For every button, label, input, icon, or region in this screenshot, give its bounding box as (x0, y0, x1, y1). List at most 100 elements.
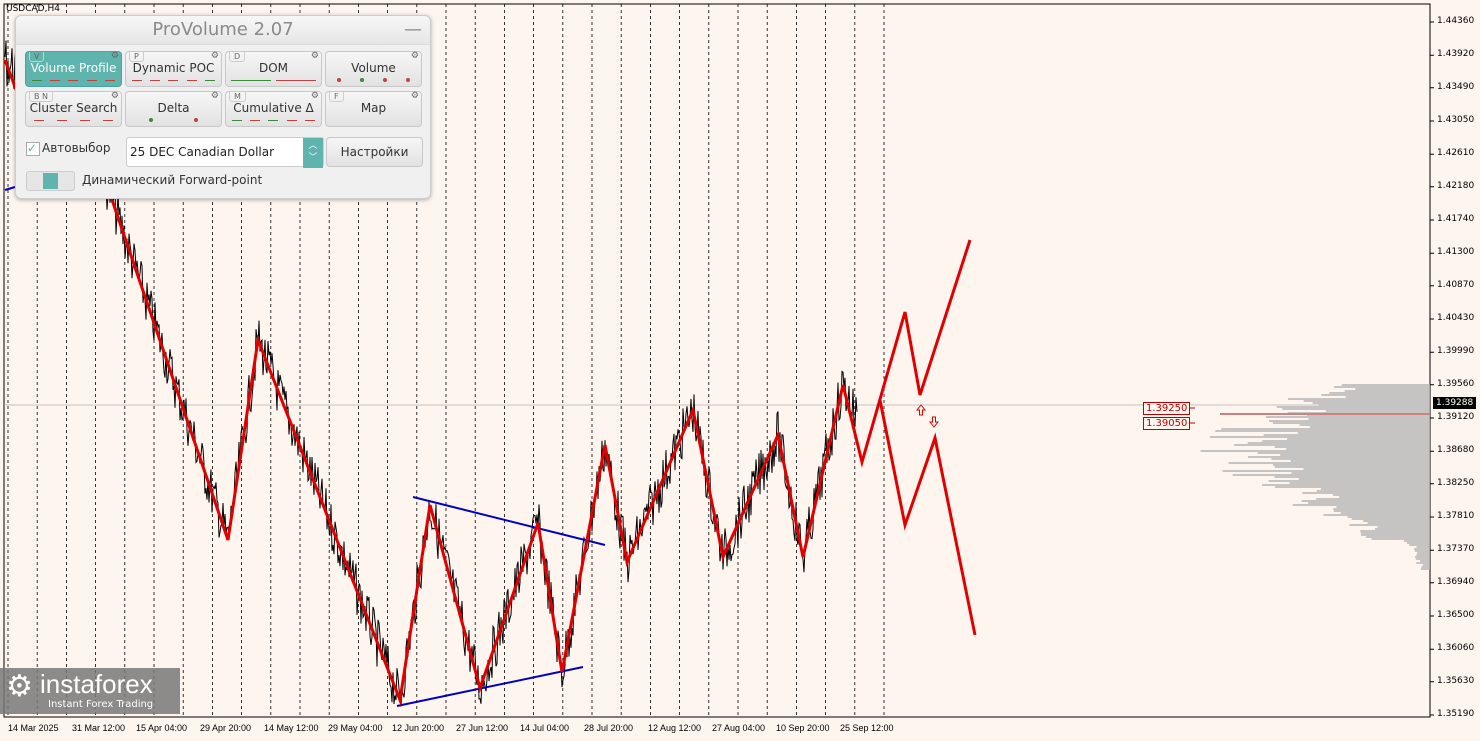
hotkey-badge: D (229, 52, 246, 62)
zigzag-forecast-down (878, 399, 977, 636)
price-tick: 1.39120 (1437, 412, 1475, 422)
trendline-lower (396, 666, 584, 707)
status-indicator (268, 119, 279, 121)
instrument-select[interactable]: 25 DEC Canadian Dollar ︿ ﹀ (126, 137, 324, 168)
logo-name: instaforex (40, 669, 153, 699)
spinner-icon[interactable]: ︿ ﹀ (303, 138, 323, 168)
module-label: Volume Profile (30, 61, 117, 75)
gear-icon[interactable]: ⚙ (310, 51, 319, 61)
module-label: Cluster Search (29, 101, 118, 115)
gear-icon[interactable]: ⚙ (410, 91, 419, 101)
hotkey-badge: F (329, 92, 344, 102)
status-indicator (102, 119, 113, 121)
status-indicator (148, 118, 153, 122)
status-indicator (405, 78, 410, 82)
price-tick: 1.40430 (1437, 313, 1475, 323)
module-label: Volume (351, 61, 396, 75)
instaforex-logo: ⚙ instaforex Instant Forex Trading (0, 668, 180, 714)
status-indicator (86, 79, 97, 81)
gear-icon[interactable]: ⚙ (310, 91, 319, 101)
time-tick: 27 Jun 12:00 (456, 723, 509, 733)
price-tick: 1.38680 (1437, 445, 1475, 456)
status-indicator (194, 118, 199, 122)
time-tick: 14 May 12:00 (264, 723, 319, 733)
level-label-1: 1.39250 (1143, 402, 1191, 415)
level-label-2: 1.39050 (1143, 417, 1191, 430)
gear-logo-icon: ⚙ (6, 669, 33, 704)
time-tick: 31 Mar 12:00 (72, 723, 126, 733)
price-tick: 1.36060 (1437, 643, 1475, 654)
price-tick: 1.35190 (1437, 709, 1475, 719)
price-tick: 1.37810 (1437, 511, 1475, 521)
module-label: Map (360, 101, 387, 115)
status-indicator (68, 79, 79, 81)
time-tick: 10 Sep 20:00 (776, 723, 830, 733)
time-tick: 14 Jul 04:00 (520, 723, 570, 733)
status-indicator (204, 79, 215, 81)
time-tick: 12 Aug 12:00 (648, 723, 702, 733)
time-tick: 25 Sep 12:00 (840, 723, 894, 733)
module-volume[interactable]: ⚙ Volume (325, 51, 422, 87)
module-label: DOM (258, 61, 289, 75)
module-label: Delta (157, 101, 190, 115)
status-indicator (104, 79, 115, 81)
gear-icon[interactable]: ⚙ (410, 51, 419, 61)
status-indicator (276, 79, 317, 81)
price-tick: 1.40870 (1437, 279, 1475, 290)
current-price-label: 1.39288 (1433, 397, 1477, 409)
trendline-upper (412, 496, 606, 546)
status-indicator (150, 79, 161, 81)
status-indicator (34, 119, 45, 121)
module-delta[interactable]: ⚙ Delta (125, 91, 222, 127)
price-tick: 1.39560 (1437, 378, 1475, 389)
forward-point-label: Динамический Forward-point (82, 173, 263, 187)
checkmark-icon: ✓ (26, 141, 40, 156)
gear-icon[interactable]: ⚙ (210, 51, 219, 61)
price-tick: 1.42180 (1437, 180, 1475, 191)
price-tick: 1.43490 (1437, 81, 1475, 92)
module-dynamic-poc[interactable]: P ⚙ Dynamic POC (125, 51, 222, 87)
price-tick: 1.39990 (1437, 346, 1475, 357)
time-tick: 27 Aug 04:00 (712, 723, 766, 733)
minimize-button[interactable]: — (404, 19, 422, 40)
symbol-label: USDCAD,H4 (6, 4, 60, 14)
price-tick: 1.44360 (1437, 16, 1475, 26)
price-tick: 1.43050 (1437, 115, 1475, 125)
autoselect-checkbox[interactable]: ✓ Автовыбор (26, 141, 111, 156)
status-indicator (337, 78, 342, 82)
zigzag-line (93, 149, 972, 706)
chart-frame (3, 3, 1431, 718)
hotkey-badge: V (29, 52, 45, 62)
price-tick: 1.36940 (1437, 576, 1475, 587)
module-cumulative[interactable]: M ⚙ Cumulative Δ (225, 91, 322, 127)
hotkey-badge: B N (29, 92, 54, 102)
settings-button[interactable]: Настройки (326, 137, 423, 167)
time-tick: 15 Apr 04:00 (136, 723, 188, 733)
forward-point-toggle[interactable] (26, 171, 75, 191)
module-map[interactable]: F ⚙ Map (325, 91, 422, 127)
gear-icon[interactable]: ⚙ (110, 91, 119, 101)
status-indicator (32, 79, 43, 81)
time-tick: 28 Jul 20:00 (584, 723, 634, 733)
arrow-up-icon (915, 404, 927, 416)
logo-tagline: Instant Forex Trading (48, 699, 154, 710)
status-indicator (304, 119, 315, 121)
status-indicator (250, 119, 261, 121)
time-tick: 29 May 04:00 (328, 723, 383, 733)
price-tick: 1.35630 (1437, 675, 1475, 686)
gear-icon[interactable]: ⚙ (110, 51, 119, 61)
module-dom[interactable]: D ⚙ DOM (225, 51, 322, 87)
hotkey-badge: P (129, 52, 144, 62)
price-tick: 1.41740 (1437, 214, 1475, 224)
gear-icon[interactable]: ⚙ (210, 91, 219, 101)
price-tick: 1.36500 (1437, 610, 1475, 620)
module-cluster-search[interactable]: B N ⚙ Cluster Search (25, 91, 122, 127)
status-indicator (79, 119, 90, 121)
status-indicator (186, 79, 197, 81)
module-volume-profile[interactable]: V ⚙ Volume Profile (25, 51, 122, 87)
panel-title-bar[interactable]: ProVolume 2.07 — (16, 16, 430, 45)
status-indicator (132, 79, 143, 81)
status-indicator (232, 119, 243, 121)
price-tick: 1.41300 (1437, 247, 1475, 258)
